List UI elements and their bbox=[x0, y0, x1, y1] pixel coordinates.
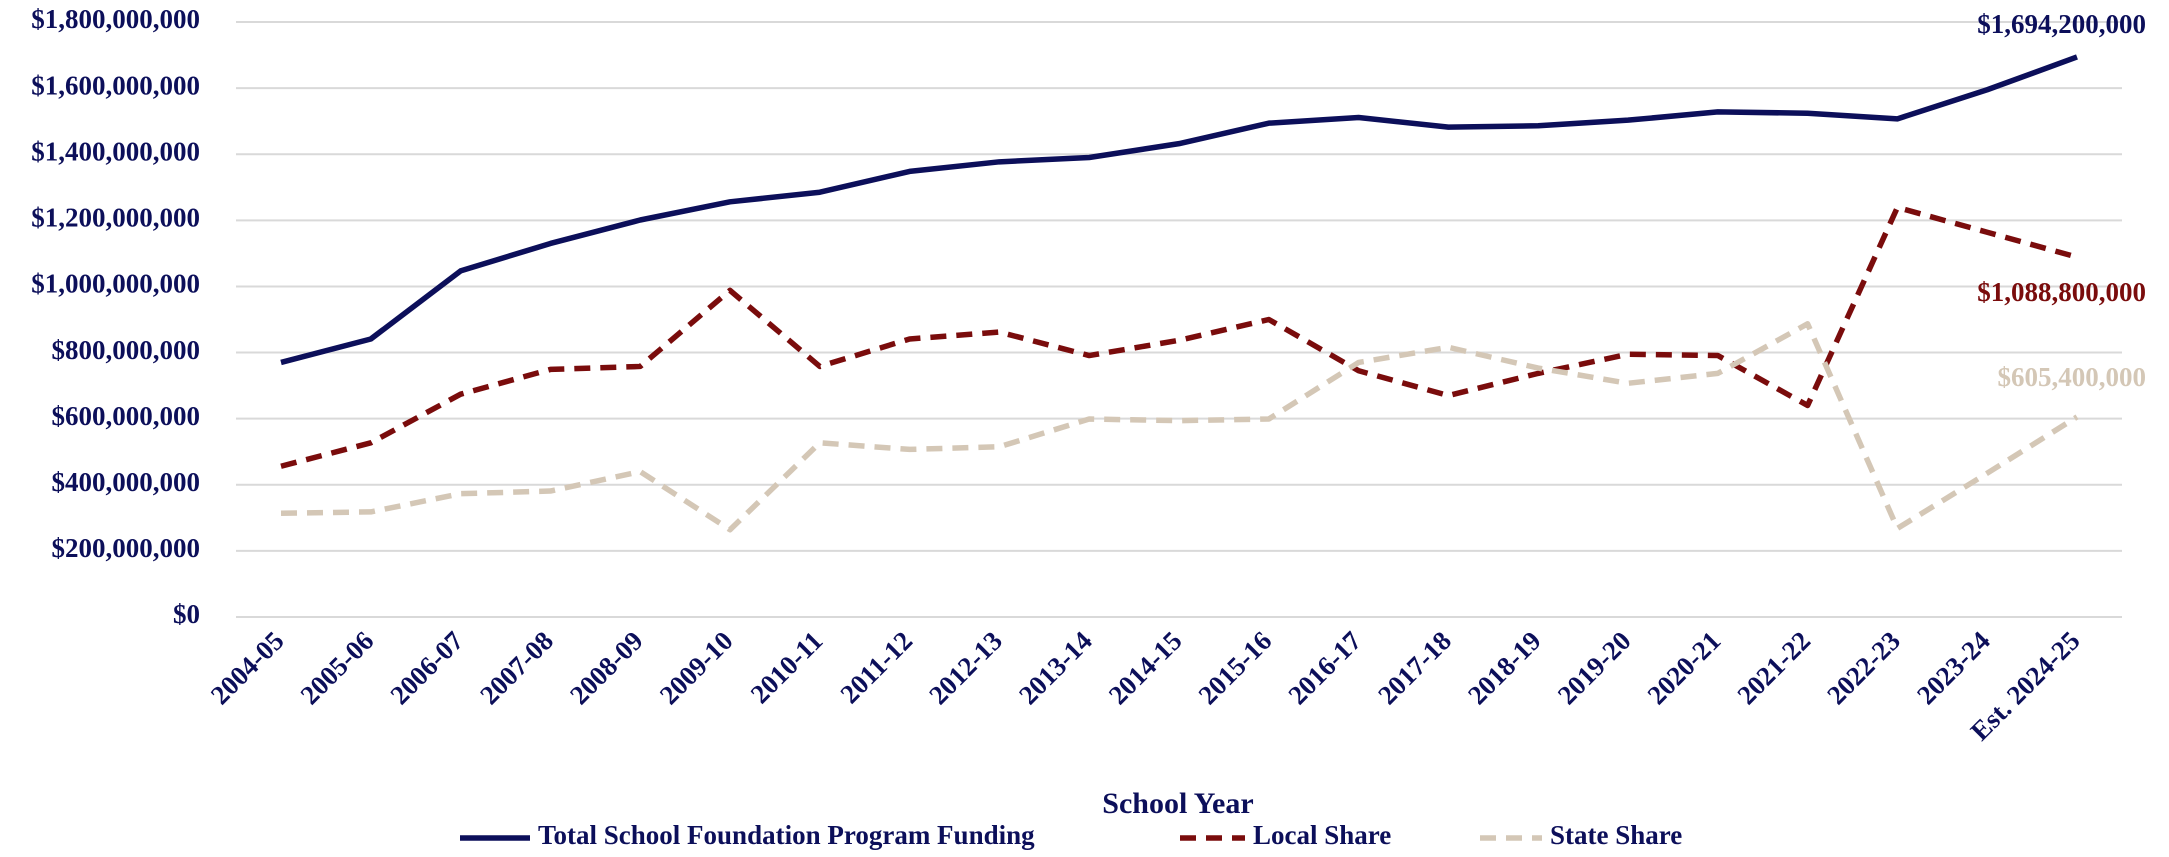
y-tick-label: $200,000,000 bbox=[52, 533, 201, 563]
series-line bbox=[280, 54, 2078, 366]
data-label: $1,088,800,000 bbox=[1977, 277, 2146, 307]
x-tick-label: 2021-22 bbox=[1731, 625, 1816, 710]
y-tick-label: $1,600,000,000 bbox=[31, 70, 200, 100]
x-tick-label: 2014-15 bbox=[1103, 625, 1188, 710]
y-tick-label: $400,000,000 bbox=[52, 467, 201, 497]
x-tick-label: 2004-05 bbox=[205, 625, 290, 710]
x-tick-label: 2011-12 bbox=[834, 625, 918, 709]
x-tick-label: 2017-18 bbox=[1372, 625, 1457, 710]
x-tick-label: 2007-08 bbox=[474, 625, 559, 710]
series-line bbox=[280, 204, 2078, 469]
x-tick-label: 2005-06 bbox=[295, 625, 380, 710]
y-tick-label: $0 bbox=[173, 599, 200, 629]
x-tick-label: 2016-17 bbox=[1282, 625, 1367, 710]
data-label: $605,400,000 bbox=[1998, 362, 2147, 392]
y-tick-label: $600,000,000 bbox=[52, 401, 201, 431]
legend-label: Local Share bbox=[1253, 820, 1391, 850]
x-tick-label: 2010-11 bbox=[745, 625, 829, 709]
x-tick-label: 2009-10 bbox=[654, 625, 739, 710]
y-tick-label: $1,800,000,000 bbox=[31, 4, 200, 34]
y-tick-label: $1,400,000,000 bbox=[31, 136, 200, 166]
x-tick-label: 2013-14 bbox=[1013, 625, 1098, 710]
legend-label: State Share bbox=[1550, 820, 1682, 850]
legend-label: Total School Foundation Program Funding bbox=[538, 820, 1035, 850]
x-tick-label: 2006-07 bbox=[384, 625, 469, 710]
y-tick-label: $1,000,000,000 bbox=[31, 269, 200, 299]
x-tick-label: 2022-23 bbox=[1821, 625, 1906, 710]
x-tick-label: 2020-21 bbox=[1642, 625, 1727, 710]
x-tick-label: 2019-20 bbox=[1552, 625, 1637, 710]
x-tick-label: 2008-09 bbox=[564, 625, 649, 710]
x-tick-label: 2023-24 bbox=[1911, 625, 1996, 710]
data-label: $1,694,200,000 bbox=[1977, 9, 2146, 39]
y-tick-label: $800,000,000 bbox=[52, 335, 201, 365]
x-tick-label: 2015-16 bbox=[1193, 625, 1278, 710]
x-tick-label: 2012-13 bbox=[923, 625, 1008, 710]
series-line bbox=[280, 321, 2079, 533]
x-tick-label: 2018-19 bbox=[1462, 625, 1547, 710]
y-tick-label: $1,200,000,000 bbox=[31, 203, 200, 233]
x-axis-label: School Year bbox=[1102, 787, 1253, 820]
